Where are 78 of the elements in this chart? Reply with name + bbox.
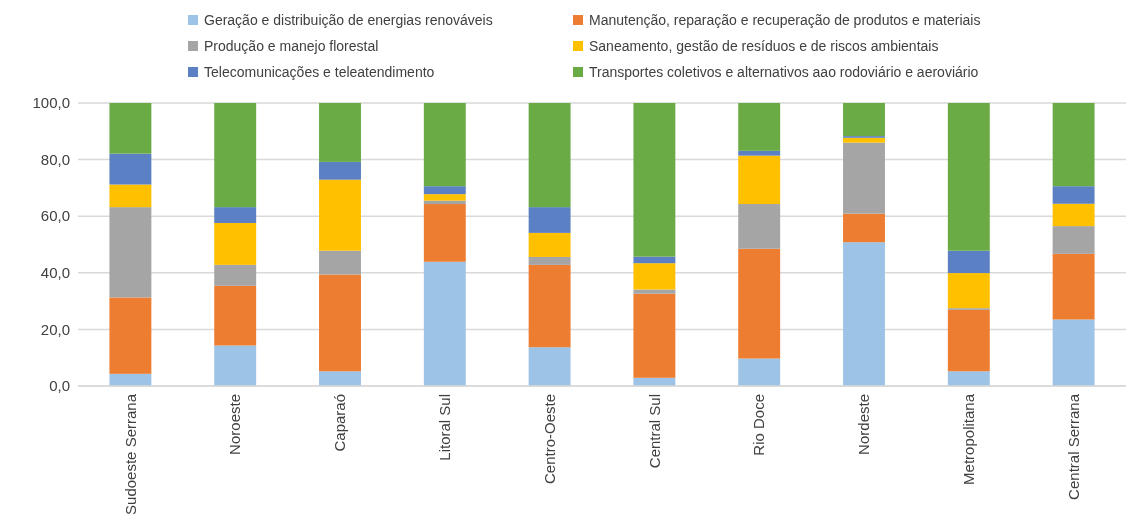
bar [319, 274, 361, 372]
bar [738, 155, 781, 205]
x-tick-label: Centro-Oeste [540, 394, 558, 485]
bar [738, 150, 781, 156]
bar [843, 137, 885, 143]
bar [214, 285, 257, 346]
bar [319, 161, 361, 180]
bar [843, 142, 885, 214]
x-tick-label: Nordeste [855, 394, 873, 455]
bar [1052, 103, 1095, 187]
bar [528, 264, 571, 348]
legend-label: Saneamento, gestão de resíduos e de riscos ambientais [589, 37, 939, 54]
bar [109, 153, 152, 185]
legend-label: Manutenção, reparação e recuperação de produtos e materiais [589, 11, 981, 28]
y-tick-label: 40,0 [40, 264, 70, 282]
bar [738, 248, 781, 359]
y-tick-label: 60,0 [40, 207, 70, 225]
bar [214, 222, 257, 265]
bar [109, 103, 152, 154]
x-tick-label: Central Serrana [1064, 393, 1082, 500]
bar [947, 371, 990, 386]
bar [843, 213, 885, 243]
x-tick-label: Litoral Sul [436, 394, 454, 461]
x-tick-label: Caparaó [331, 394, 349, 452]
bar [214, 264, 257, 286]
bar [528, 232, 571, 257]
legend-label: Produção e manejo florestal [204, 37, 379, 54]
legend-label: Geração e distribuição de energias renováveis [204, 11, 493, 28]
y-tick-label: 80,0 [40, 150, 70, 168]
bar [319, 179, 361, 251]
bar [633, 263, 676, 290]
bar [633, 293, 676, 378]
x-tick-label: Metropolitana [960, 393, 978, 485]
x-tick-label: Sudoeste Serrana [121, 393, 139, 515]
x-tick-label: Rio Doce [750, 394, 768, 456]
bar [1052, 319, 1095, 386]
bar [738, 103, 781, 151]
bar [633, 289, 676, 294]
bar [423, 194, 466, 201]
bar [947, 250, 990, 274]
bar [843, 242, 885, 386]
bar [947, 273, 990, 309]
bar [843, 103, 885, 137]
bar [109, 207, 152, 298]
bar [633, 256, 676, 264]
bar [528, 347, 571, 386]
bar [319, 250, 361, 275]
bar [1052, 203, 1095, 227]
bar [423, 103, 466, 187]
bar [109, 184, 152, 208]
y-tick-label: 0,0 [49, 377, 70, 395]
bar [738, 358, 781, 386]
bar [1052, 253, 1095, 320]
bar [214, 103, 257, 208]
x-tick-label: Noroeste [226, 394, 244, 455]
bar [109, 297, 152, 374]
bar [528, 103, 571, 208]
bar [319, 371, 361, 386]
x-tick-label: Central Sul [645, 394, 663, 469]
bar [947, 309, 990, 372]
bar [423, 261, 466, 386]
bar [214, 207, 257, 223]
bar [528, 207, 571, 233]
bar [423, 204, 466, 262]
bar [214, 345, 257, 386]
bar [1052, 186, 1095, 204]
bar [109, 373, 152, 386]
bar [319, 103, 361, 162]
bar [947, 103, 990, 251]
legend-label: Transportes coletivos e alternativos aao rodoviário e aeroviário [589, 63, 979, 80]
bar [528, 256, 571, 265]
y-tick-label: 20,0 [40, 320, 70, 338]
bar [1052, 226, 1095, 254]
bar [738, 204, 781, 249]
legend-label: Telecomunicações e teleatendimento [204, 63, 435, 80]
bar [633, 103, 676, 257]
y-tick-label: 100,0 [32, 94, 70, 112]
bar [423, 186, 466, 195]
